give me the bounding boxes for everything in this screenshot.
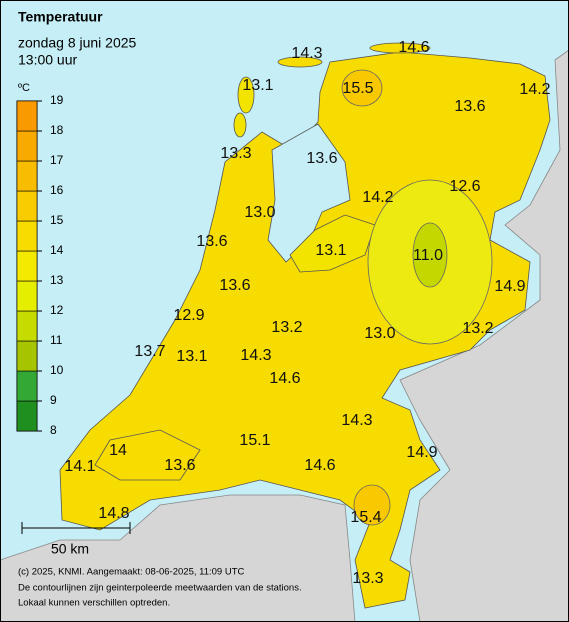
station-reading: 14.6 xyxy=(304,457,335,474)
footer: Lokaal kunnen verschillen optreden. xyxy=(18,598,170,609)
contour-15 xyxy=(353,484,391,526)
legend-tick-label: 13 xyxy=(50,273,64,287)
station-reading: 14.2 xyxy=(362,189,393,206)
station-reading: 14.6 xyxy=(398,39,429,56)
station-reading: 13.6 xyxy=(306,150,337,167)
legend-tick-label: 17 xyxy=(50,153,64,167)
legend-tick-label: 11 xyxy=(50,333,63,347)
legend-swatch xyxy=(16,190,38,222)
legend-unit: ºC xyxy=(18,82,30,94)
legend-swatch xyxy=(16,130,38,162)
station-reading: 13.2 xyxy=(462,320,493,337)
island xyxy=(237,76,255,114)
station-reading: 14.1 xyxy=(64,458,95,475)
station-reading: 13.6 xyxy=(219,277,250,294)
zeeland xyxy=(94,429,201,481)
scale-label: 50 km xyxy=(51,541,89,557)
legend-swatch xyxy=(16,220,38,252)
station-reading: 13.6 xyxy=(454,98,485,115)
legend-tick-label: 8 xyxy=(50,423,57,437)
legend-swatch xyxy=(16,160,38,192)
legend-tick-label: 18 xyxy=(50,123,64,137)
station-reading: 14.9 xyxy=(406,444,437,461)
station-reading: 13.1 xyxy=(176,348,207,365)
legend-swatch xyxy=(16,100,38,132)
station-reading: 12.6 xyxy=(449,178,480,195)
island xyxy=(369,42,431,54)
island xyxy=(233,112,247,138)
station-reading: 13.6 xyxy=(196,233,227,250)
station-reading: 13.3 xyxy=(220,145,251,162)
station-reading: 13.1 xyxy=(315,242,346,259)
station-reading: 14.3 xyxy=(341,412,372,429)
ijsselmeer xyxy=(267,123,351,263)
legend-swatch xyxy=(16,340,38,372)
station-reading: 14.3 xyxy=(291,45,322,62)
contour-15 xyxy=(341,69,383,107)
legend-swatch xyxy=(16,250,38,282)
station-reading: 13.7 xyxy=(134,343,165,360)
legend-swatch xyxy=(16,370,38,402)
footer: De contourlijnen zijn geinterpoleerde me… xyxy=(18,583,302,594)
station-reading: 13.1 xyxy=(242,77,273,94)
legend-tick-label: 19 xyxy=(50,93,64,107)
station-reading: 13.6 xyxy=(164,457,195,474)
date: zondag 8 juni 2025 xyxy=(18,35,137,51)
legend-tick-label: 14 xyxy=(50,243,64,257)
station-reading: 13.3 xyxy=(352,570,383,587)
island xyxy=(277,56,323,68)
legend-tick-label: 12 xyxy=(50,303,64,317)
legend-swatch xyxy=(16,280,38,312)
station-reading: 12.9 xyxy=(173,307,204,324)
station-reading: 14 xyxy=(109,442,127,459)
station-reading: 15.4 xyxy=(350,509,381,526)
station-reading: 13.2 xyxy=(271,319,302,336)
title: Temperatuur xyxy=(18,9,103,25)
station-reading: 13.0 xyxy=(244,204,275,221)
station-reading: 13.0 xyxy=(364,325,395,342)
station-reading: 15.5 xyxy=(342,80,373,97)
station-reading: 14.9 xyxy=(494,278,525,295)
contour-11 xyxy=(412,222,448,288)
station-reading: 14.2 xyxy=(519,81,550,98)
legend-tick-label: 10 xyxy=(50,363,64,377)
station-reading: 14.6 xyxy=(269,370,300,387)
station-reading: 15.1 xyxy=(239,432,270,449)
legend-swatch xyxy=(16,310,38,342)
time: 13:00 uur xyxy=(18,52,77,68)
footer: (c) 2025, KNMI. Aangemaakt: 08-06-2025, … xyxy=(18,567,244,578)
legend-tick-label: 16 xyxy=(50,183,64,197)
legend-tick-label: 15 xyxy=(50,213,64,227)
legend-swatch xyxy=(16,400,38,432)
station-reading: 14.3 xyxy=(240,347,271,364)
legend-tick-label: 9 xyxy=(50,393,57,407)
station-reading: 11.0 xyxy=(413,247,443,264)
station-reading: 14.8 xyxy=(98,505,129,522)
